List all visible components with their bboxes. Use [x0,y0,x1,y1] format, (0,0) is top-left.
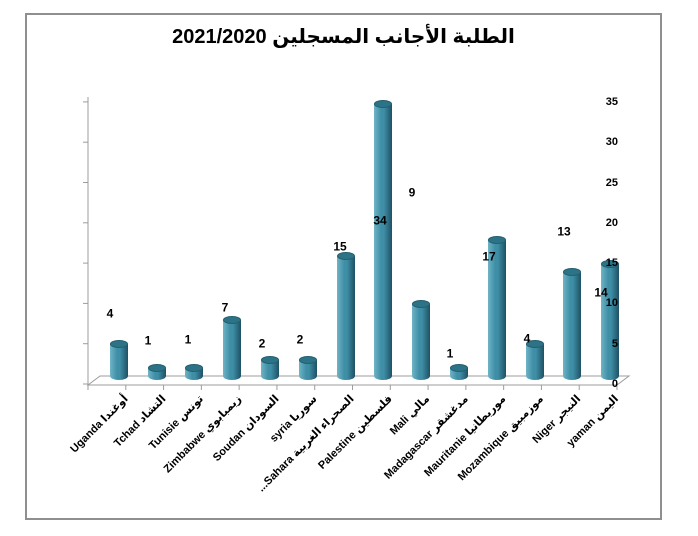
bar-cylinder-madagascar[interactable] [449,364,468,380]
data-label-niger: 13 [557,224,571,239]
y-tick-label-10: 10 [605,297,618,310]
data-label-tchad: 1 [144,333,152,348]
y-tick-label-5: 5 [611,337,618,350]
data-label-mauritanie: 17 [482,249,496,264]
bar-cylinder-palestine[interactable] [374,100,393,380]
bar-cylinder-mali[interactable] [412,300,431,380]
data-label-mali: 9 [408,185,416,200]
bar-cylinder-soudan[interactable] [261,356,280,380]
data-label-syria: 2 [296,332,304,347]
data-label-mozambique: 4 [523,331,531,346]
bar-cylinder-tchad[interactable] [147,364,166,380]
y-tick-label-0: 0 [611,378,618,390]
bar-cylinder-niger[interactable] [563,268,582,380]
data-label-uganda: 4 [106,306,114,321]
bar-cylinder-sahara[interactable] [336,252,355,380]
bar-cylinder-uganda[interactable] [109,340,128,380]
data-label-yaman: 14 [594,285,608,300]
bar-cylinder-yaman[interactable] [601,260,620,380]
y-tick-label-15: 15 [605,257,618,270]
data-label-tunisie: 1 [184,332,192,347]
y-tick-label-30: 30 [605,136,618,149]
data-label-zimbabwe: 7 [221,300,229,315]
bar-cylinder-tunisie[interactable] [185,364,204,380]
data-label-sahara: 15 [333,239,347,254]
y-tick-label-35: 35 [605,95,618,108]
data-label-soudan: 2 [258,336,266,351]
bar-cylinder-mozambique[interactable] [525,340,544,380]
bar-cylinder-mauritanie[interactable] [487,236,506,380]
bar-cylinder-syria[interactable] [298,356,317,380]
y-tick-label-25: 25 [605,176,618,189]
y-tick-label-20: 20 [605,216,618,229]
bar-cylinder-zimbabwe[interactable] [223,316,242,380]
data-label-palestine: 34 [373,213,387,228]
chart-title: الطلبة الأجانب المسجلين 2021/2020 [172,26,515,48]
data-label-madagascar: 1 [446,346,454,361]
